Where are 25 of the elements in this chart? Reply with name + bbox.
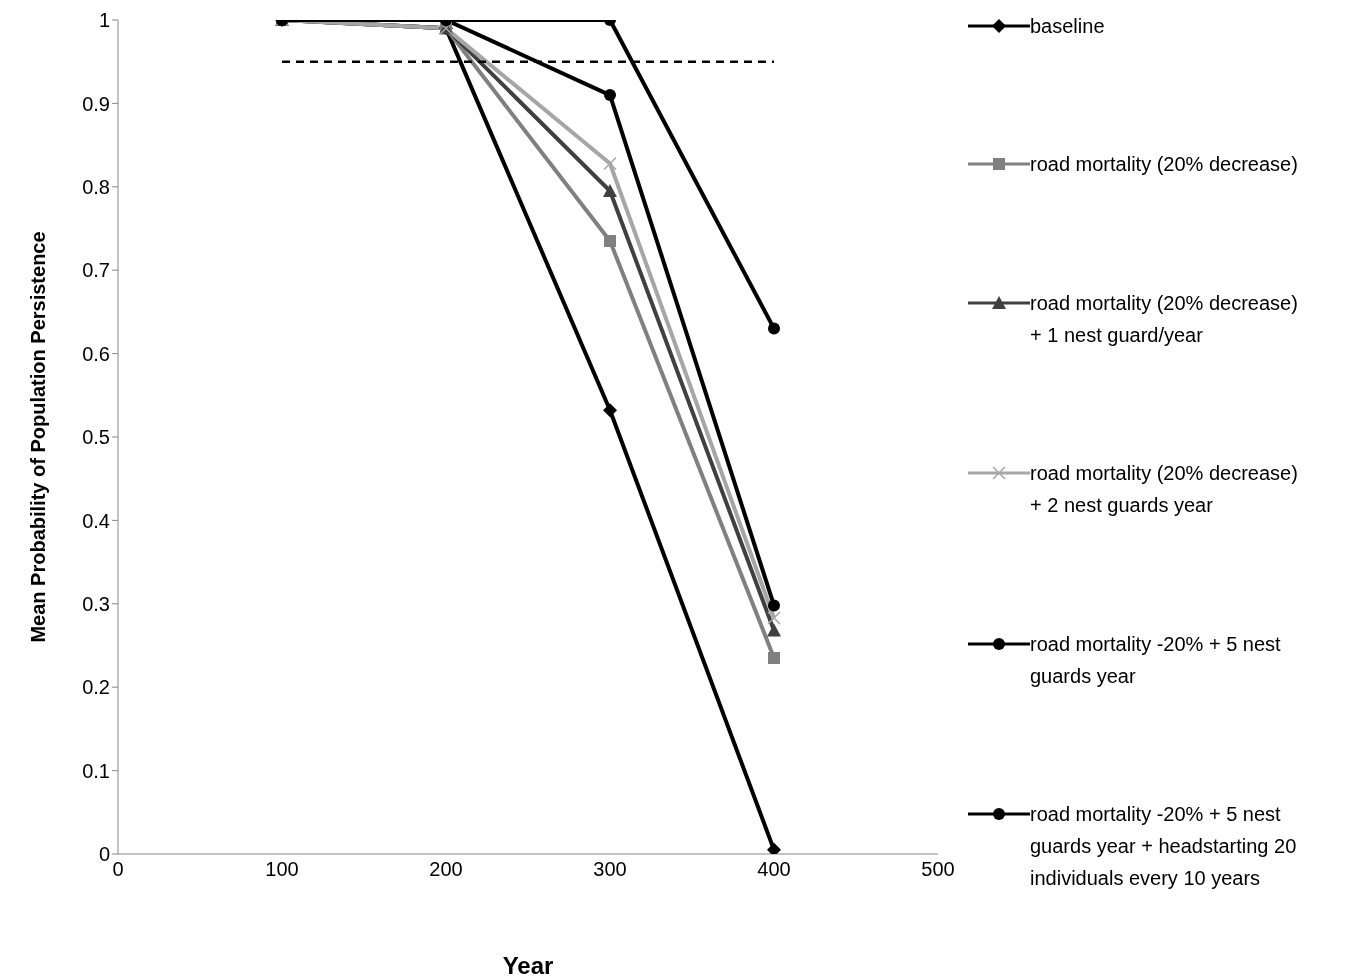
y-tick-label: 0.5 <box>82 426 110 449</box>
y-tick-label: 0 <box>98 843 110 866</box>
legend-label: baseline <box>1030 14 1105 39</box>
x-tick-label: 100 <box>265 858 299 881</box>
y-tick-label: 0.3 <box>82 592 110 615</box>
legend-label: road mortality -20% + 5 nest guards year + headstarting 20 individuals every 10 years <box>1030 801 1298 891</box>
x-tick-label: 0 <box>112 858 124 881</box>
legend-label: road mortality (20% decrease) + 1 nest guard/year <box>1030 290 1298 348</box>
x-axis-title: Year <box>502 952 554 976</box>
y-tick-label: 0.2 <box>82 676 110 699</box>
x-tick-label: 300 <box>593 858 627 881</box>
y-tick-label: 0.6 <box>82 342 110 365</box>
x-tick-label: 500 <box>921 858 955 881</box>
y-tick-label: 0.8 <box>82 175 110 198</box>
y-axis-title: Mean Probability of Population Persistence <box>27 231 50 643</box>
y-tick-label: 0.7 <box>82 259 110 282</box>
legend-label: road mortality -20% + 5 nest guards year <box>1030 631 1282 689</box>
legend-label: road mortality (20% decrease) + 2 nest guards year <box>1030 461 1298 519</box>
x-tick-label: 200 <box>429 858 463 881</box>
y-tick-label: 0.4 <box>82 509 110 532</box>
y-tick-label: 0.1 <box>82 759 110 782</box>
legend-label: road mortality (20% decrease) <box>1030 152 1298 178</box>
y-tick-label: 1 <box>98 9 110 32</box>
y-tick-label: 0.9 <box>82 92 110 115</box>
x-tick-label: 400 <box>757 858 791 881</box>
